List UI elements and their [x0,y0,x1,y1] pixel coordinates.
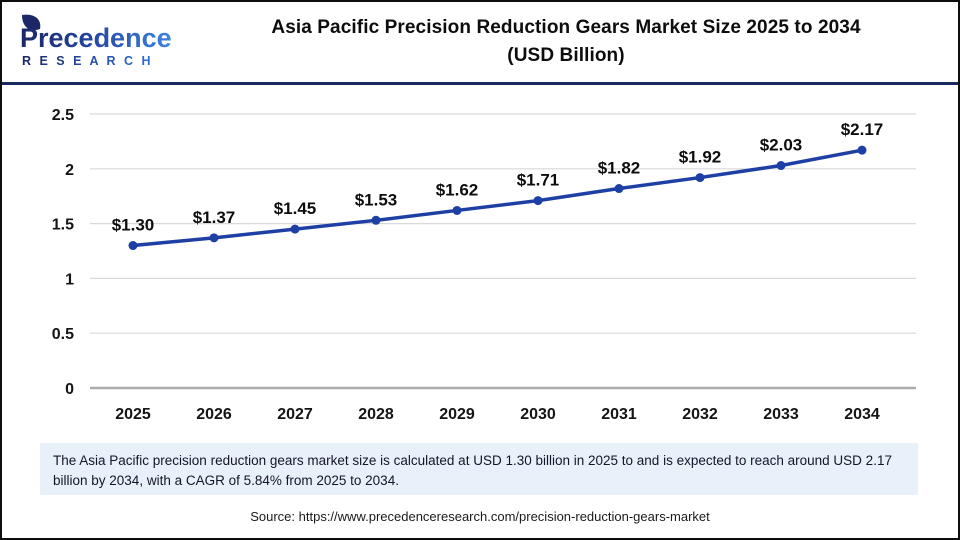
data-point-label: $2.03 [760,136,803,155]
data-point-marker [533,196,543,206]
chart-title-line2: (USD Billion) [507,45,625,66]
data-point-marker [128,241,138,251]
data-point-marker [776,161,786,171]
x-tick-label: 2026 [196,406,232,423]
y-tick-label: 1 [65,271,74,288]
y-tick-label: 1.5 [52,217,74,234]
series-line [131,148,864,248]
data-point-marker [209,233,219,243]
y-tick-label: 0.5 [52,326,74,343]
data-point-label: $1.82 [598,159,641,178]
y-tick-label: 0 [65,381,74,398]
header: Precedence R E S E A R C H Asia Pacific … [2,2,958,85]
data-point-marker [695,173,705,183]
y-tick-label: 2 [65,162,74,179]
precedence-logo-graphic: Precedence R E S E A R C H [20,14,172,68]
data-point-label: $1.62 [436,180,479,199]
data-point-label: $1.30 [112,216,155,235]
x-tick-label: 2025 [115,406,151,423]
data-point-label: $2.17 [841,120,884,139]
data-point-label: $1.53 [355,190,398,209]
data-point-label: $1.71 [517,171,560,190]
x-tick-label: 2029 [439,406,475,423]
chart-title: Asia Pacific Precision Reduction Gears M… [204,14,958,69]
leaf-icon [22,14,41,30]
y-tick-label: 2.5 [52,107,74,124]
x-tick-label: 2032 [682,406,718,423]
data-point-marker [614,184,624,194]
precedence-logo: Precedence R E S E A R C H [2,11,204,74]
data-point-marker [290,224,300,234]
data-point-marker [857,145,867,155]
x-tick-label: 2027 [277,406,313,423]
x-tick-label: 2034 [844,406,880,423]
x-tick-label: 2033 [763,406,799,423]
summary-note: The Asia Pacific precision reduction gea… [40,443,918,495]
logo-subtext: R E S E A R C H [22,54,153,68]
x-tick-label: 2030 [520,406,556,423]
line-chart: 0 0.5 1 1.5 2 2.5 2025 2026 2027 2028 2029 2030 2031… [52,107,916,423]
logo-wordmark: Precedence [20,23,172,53]
chart-area: 0 0.5 1 1.5 2 2.5 2025 2026 2027 2028 2029 2030 2031… [2,85,958,437]
source-line: Source: https://www.precedenceresearch.c… [250,509,710,524]
data-point-marker [452,205,462,215]
data-point-label: $1.37 [193,208,236,227]
data-point-marker [371,215,381,225]
x-tick-label: 2031 [601,406,637,423]
data-point-label: $1.45 [274,199,317,218]
data-point-label: $1.92 [679,148,722,167]
x-tick-label: 2028 [358,406,394,423]
chart-title-line1: Asia Pacific Precision Reduction Gears M… [271,17,861,39]
